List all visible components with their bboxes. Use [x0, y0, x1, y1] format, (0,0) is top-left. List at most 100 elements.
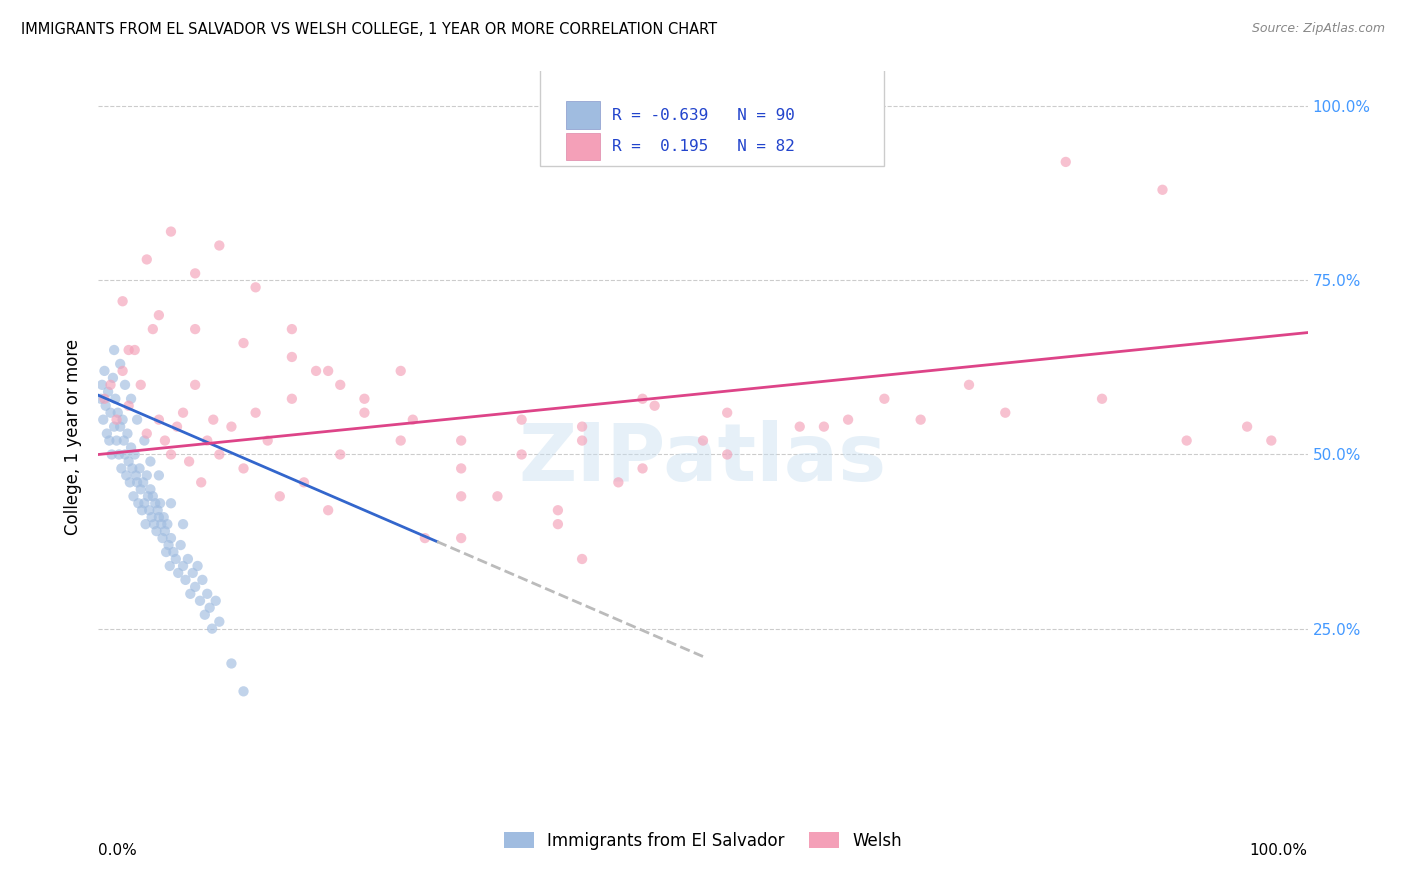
- Point: [136, 489, 159, 503]
- Point: [103, 419, 125, 434]
- Point: [160, 225, 183, 239]
- Point: [202, 412, 225, 426]
- Point: [353, 406, 375, 420]
- Point: [135, 468, 157, 483]
- Point: [90, 392, 112, 406]
- Point: [172, 517, 194, 532]
- Point: [631, 392, 654, 406]
- Legend: Immigrants from El Salvador, Welsh: Immigrants from El Salvador, Welsh: [496, 825, 910, 856]
- Point: [181, 566, 204, 580]
- Point: [165, 552, 187, 566]
- Point: [129, 377, 152, 392]
- Point: [813, 419, 835, 434]
- Point: [101, 371, 124, 385]
- Point: [100, 377, 122, 392]
- Point: [1091, 392, 1114, 406]
- Point: [134, 434, 156, 448]
- Text: ZIPatlas: ZIPatlas: [519, 420, 887, 498]
- Point: [450, 531, 472, 545]
- Point: [547, 503, 569, 517]
- Point: [232, 336, 254, 351]
- Point: [607, 475, 630, 490]
- Point: [789, 419, 811, 434]
- Point: [187, 558, 209, 573]
- Point: [201, 622, 224, 636]
- Point: [127, 412, 149, 426]
- Point: [155, 545, 177, 559]
- Point: [269, 489, 291, 503]
- Point: [150, 517, 173, 532]
- Point: [153, 524, 176, 538]
- Point: [120, 392, 142, 406]
- Point: [121, 461, 143, 475]
- Point: [159, 558, 181, 573]
- Point: [692, 434, 714, 448]
- Point: [152, 510, 174, 524]
- Point: [93, 392, 115, 406]
- Point: [221, 419, 243, 434]
- Point: [389, 364, 412, 378]
- Point: [547, 517, 569, 532]
- Point: [111, 364, 134, 378]
- Point: [138, 503, 160, 517]
- Point: [571, 419, 593, 434]
- Point: [510, 412, 533, 426]
- Y-axis label: College, 1 year or more: College, 1 year or more: [65, 339, 83, 535]
- Point: [94, 399, 117, 413]
- Point: [353, 392, 375, 406]
- Point: [1054, 155, 1077, 169]
- Point: [631, 461, 654, 475]
- Text: IMMIGRANTS FROM EL SALVADOR VS WELSH COLLEGE, 1 YEAR OR MORE CORRELATION CHART: IMMIGRANTS FROM EL SALVADOR VS WELSH COL…: [21, 22, 717, 37]
- Point: [184, 377, 207, 392]
- Point: [1175, 434, 1198, 448]
- Point: [450, 489, 472, 503]
- Point: [292, 475, 315, 490]
- Point: [108, 357, 131, 371]
- Point: [329, 377, 352, 392]
- Point: [208, 615, 231, 629]
- Point: [97, 384, 120, 399]
- Point: [114, 377, 136, 392]
- Point: [190, 475, 212, 490]
- Point: [135, 252, 157, 267]
- Point: [142, 489, 165, 503]
- Point: [191, 573, 214, 587]
- Point: [124, 448, 146, 462]
- Point: [450, 461, 472, 475]
- Text: 0.0%: 0.0%: [98, 843, 138, 858]
- Point: [281, 392, 304, 406]
- Point: [118, 454, 141, 468]
- Point: [402, 412, 425, 426]
- Point: [510, 448, 533, 462]
- Point: [184, 266, 207, 280]
- Point: [245, 280, 267, 294]
- Point: [100, 406, 122, 420]
- Point: [179, 587, 201, 601]
- FancyBboxPatch shape: [567, 102, 600, 129]
- Point: [450, 434, 472, 448]
- Point: [486, 489, 509, 503]
- Point: [281, 322, 304, 336]
- Text: R = -0.639   N = 90: R = -0.639 N = 90: [613, 108, 796, 123]
- Point: [194, 607, 217, 622]
- Point: [644, 399, 666, 413]
- Point: [143, 496, 166, 510]
- Point: [108, 448, 131, 462]
- Point: [139, 483, 162, 497]
- Point: [389, 434, 412, 448]
- Point: [204, 594, 226, 608]
- Point: [129, 483, 152, 497]
- Point: [166, 419, 188, 434]
- Point: [160, 531, 183, 545]
- Point: [152, 531, 174, 545]
- Point: [188, 594, 211, 608]
- Point: [208, 448, 231, 462]
- Point: [134, 496, 156, 510]
- Point: [100, 448, 122, 462]
- Point: [149, 496, 172, 510]
- Point: [127, 475, 149, 490]
- Point: [281, 350, 304, 364]
- Point: [910, 412, 932, 426]
- Text: R =  0.195   N = 82: R = 0.195 N = 82: [613, 139, 796, 154]
- Point: [111, 412, 134, 426]
